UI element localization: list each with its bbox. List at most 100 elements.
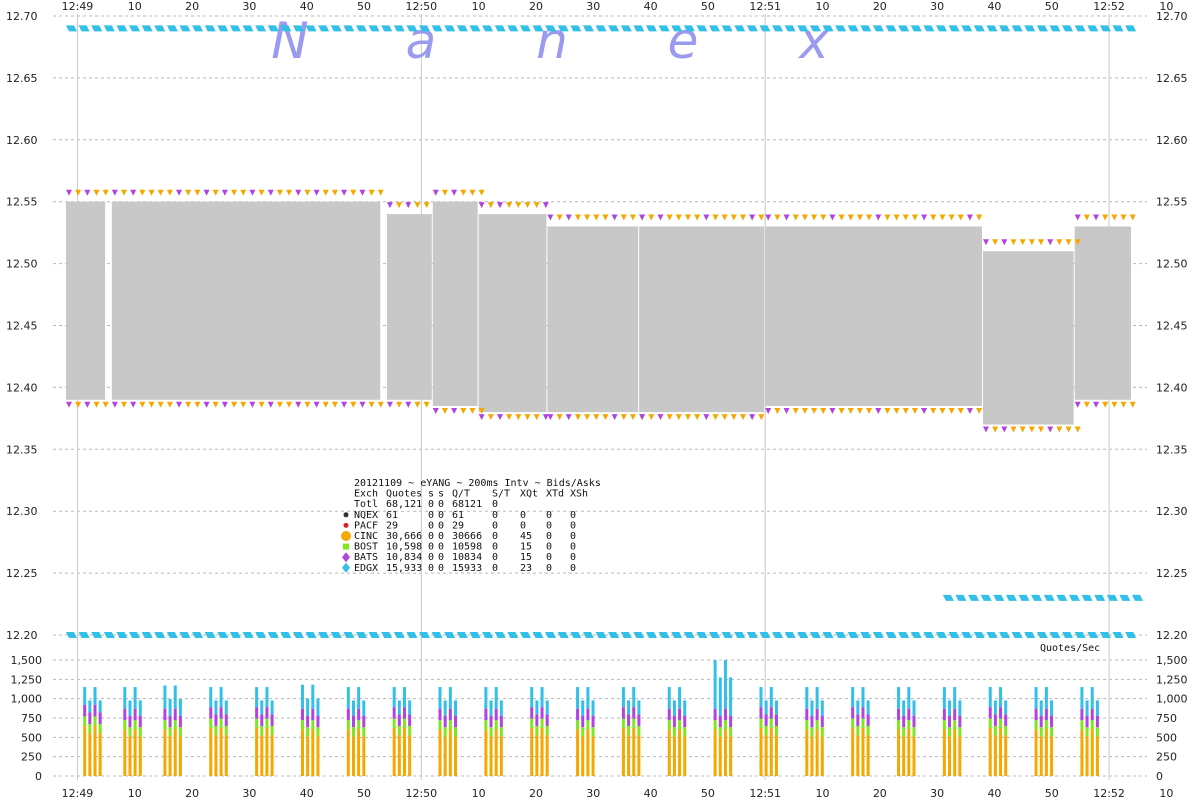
volume-bar-bats	[632, 707, 636, 719]
volume-bar-bats	[402, 707, 406, 719]
edgx-quote-marker	[1062, 25, 1074, 32]
ask-quote-marker	[1065, 239, 1072, 246]
ask-quote-marker	[185, 189, 192, 196]
volume-bar-edgx	[759, 687, 763, 708]
ask-quote-marker	[939, 214, 946, 221]
time-tick-top: 30	[242, 0, 256, 13]
time-tick-bottom: 12:50	[405, 787, 437, 800]
bid-quote-marker	[203, 401, 210, 408]
volume-bar-cinc	[764, 735, 768, 776]
volume-bar-bats	[861, 707, 865, 719]
edgx-quote-marker	[557, 25, 569, 32]
bid-quote-marker	[966, 407, 973, 414]
volume-tick-right: 500	[1156, 731, 1177, 744]
legend-cell: 29	[452, 520, 464, 531]
legend-cell: 0	[570, 520, 576, 531]
bid-quote-marker	[758, 414, 765, 421]
volume-bar-bost	[346, 720, 350, 730]
legend-cell: 0	[492, 531, 498, 542]
legend-cell: BATS	[354, 552, 378, 563]
legend-cell: 0	[438, 510, 444, 521]
volume-bar-bats	[993, 714, 997, 726]
volume-bar-edgx	[637, 700, 641, 715]
volume-bar-bats	[627, 714, 631, 726]
nbbo-spread	[478, 214, 547, 413]
edgx-quote-marker	[721, 632, 733, 638]
legend-header: XTd	[546, 489, 564, 500]
volume-bar-bost	[912, 727, 916, 737]
time-tick-bottom: 10	[472, 787, 486, 800]
volume-bar-edgx	[224, 700, 228, 715]
volume-bar-bost	[678, 720, 682, 730]
time-tick-top: 10	[128, 0, 142, 13]
ask-quote-marker	[377, 189, 384, 196]
edgx-quote-marker	[1036, 25, 1048, 32]
volume-tick-right: 750	[1156, 712, 1177, 725]
edgx-quote-marker	[292, 632, 304, 638]
volume-bar-cinc	[632, 728, 636, 776]
ask-quote-marker	[478, 189, 485, 196]
volume-bar-edgx	[408, 700, 412, 715]
edgx-quote-marker	[948, 632, 960, 638]
edgx-quote-marker	[961, 632, 973, 638]
ask-quote-marker	[414, 202, 421, 209]
time-tick-top: 10	[472, 0, 486, 13]
ask-quote-marker	[441, 189, 448, 196]
volume-bar-bost	[627, 725, 631, 736]
legend-cell: 30,666	[386, 531, 422, 542]
legend-marker	[343, 543, 349, 550]
volume-bar-cinc	[83, 725, 87, 776]
bid-quote-marker	[469, 407, 476, 414]
volume-bar-bost	[581, 727, 585, 737]
bid-quote-marker	[939, 407, 946, 414]
volume-bar-cinc	[958, 736, 962, 776]
volume-bar-bost	[306, 727, 310, 737]
volume-bar-bats	[209, 707, 213, 719]
ask-quote-marker	[866, 214, 873, 221]
volume-bar-cinc	[774, 735, 778, 776]
bid-quote-marker	[286, 401, 293, 408]
volume-bar-edgx	[484, 687, 488, 709]
edgx-quote-marker	[746, 632, 758, 638]
volume-bar-bats	[443, 715, 447, 728]
ask-quote-marker	[166, 189, 173, 196]
ask-quote-marker	[212, 189, 219, 196]
volume-bar-bats	[346, 708, 350, 721]
bid-quote-marker	[866, 407, 873, 414]
edgx-quote-marker	[129, 632, 141, 638]
volume-bar-bats	[489, 715, 493, 728]
time-tick-top: 12:52	[1093, 0, 1125, 13]
bid-quote-marker	[130, 401, 137, 408]
edgx-quote-marker	[582, 25, 594, 32]
volume-bar-edgx	[133, 687, 137, 709]
watermark-letter: N	[271, 12, 308, 70]
volume-bar-cinc	[306, 736, 310, 776]
ask-quote-marker	[574, 214, 581, 221]
volume-bar-bats	[300, 708, 304, 721]
ask-quote-marker	[542, 202, 549, 209]
volume-bar-bost	[902, 727, 906, 737]
bid-quote-marker	[212, 401, 219, 408]
volume-tick-right: 250	[1156, 751, 1177, 764]
edgx-quote-marker	[78, 632, 90, 638]
edgx-quote-marker	[406, 632, 418, 638]
bid-quote-marker	[441, 407, 448, 414]
volume-bar-bost	[667, 720, 671, 730]
ask-quote-marker	[694, 214, 701, 221]
edgx-quote-marker	[1024, 632, 1036, 638]
ask-quote-marker	[267, 189, 274, 196]
volume-bar-bats	[1034, 708, 1038, 721]
edgx-quote-marker	[1062, 632, 1074, 638]
bid-quote-marker	[93, 401, 100, 408]
volume-bar-bats	[759, 707, 763, 719]
ask-quote-marker	[948, 214, 955, 221]
ask-quote-marker	[602, 214, 609, 221]
edgx-quote-marker	[494, 632, 506, 638]
edgx-quote-marker	[570, 25, 582, 32]
volume-bar-bost	[637, 725, 641, 736]
volume-bar-bost	[1034, 720, 1038, 730]
bid-quote-marker	[432, 407, 439, 414]
edgx-quote-marker	[381, 632, 393, 638]
volume-bar-bost	[1090, 720, 1094, 730]
ask-quote-marker	[1028, 239, 1035, 246]
